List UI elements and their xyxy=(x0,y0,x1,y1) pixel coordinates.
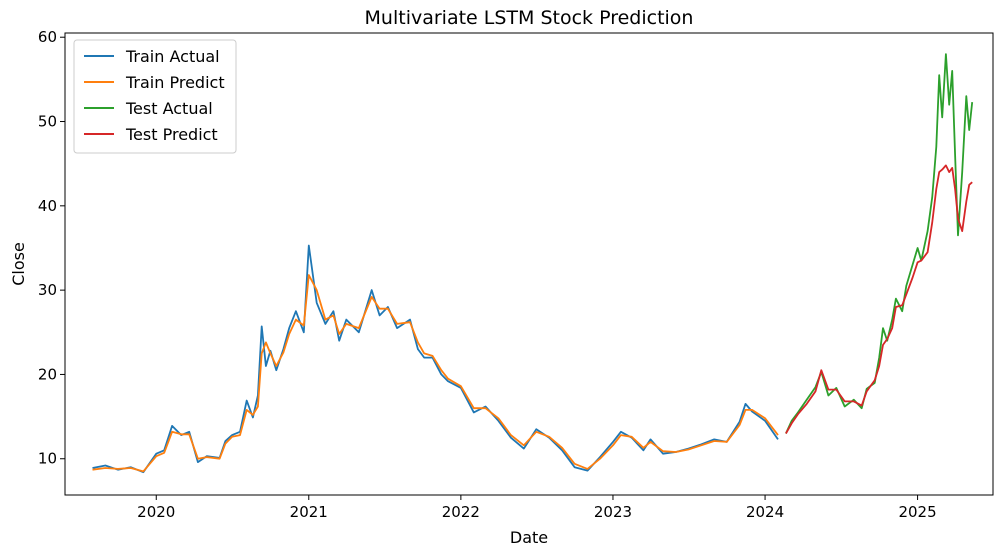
legend-label: Train Predict xyxy=(125,73,225,92)
y-tick-label: 20 xyxy=(38,365,57,383)
x-tick-label: 2024 xyxy=(746,503,784,521)
x-tick-label: 2023 xyxy=(594,503,632,521)
chart-title: Multivariate LSTM Stock Prediction xyxy=(365,7,694,29)
y-tick-label: 10 xyxy=(38,450,57,468)
plot-area xyxy=(64,32,994,496)
y-axis-label: Close xyxy=(9,242,28,286)
x-tick-label: 2025 xyxy=(898,503,936,521)
plot-frame xyxy=(64,32,994,496)
y-axis: 10 20 30 40 50 60 xyxy=(38,28,65,468)
x-tick-label: 2020 xyxy=(137,503,175,521)
legend: Train Actual Train Predict Test Actual Test… xyxy=(73,39,237,154)
y-tick-label: 60 xyxy=(38,28,57,46)
legend-box xyxy=(73,39,237,154)
series-line xyxy=(92,274,779,473)
y-tick-label: 30 xyxy=(38,281,57,299)
legend-label: Test Actual xyxy=(125,99,213,118)
x-axis-label: Date xyxy=(510,528,548,547)
y-tick-label: 40 xyxy=(38,197,57,215)
legend-label: Train Actual xyxy=(125,47,220,66)
series-line xyxy=(785,164,973,434)
x-tick-label: 2021 xyxy=(290,503,328,521)
legend-label: Test Predict xyxy=(125,125,218,144)
x-tick-label: 2022 xyxy=(442,503,480,521)
y-tick-label: 50 xyxy=(38,113,57,131)
x-axis: 2020 2021 2022 2023 2024 2025 xyxy=(137,495,937,521)
series-group xyxy=(92,53,974,474)
series-line xyxy=(785,53,974,434)
